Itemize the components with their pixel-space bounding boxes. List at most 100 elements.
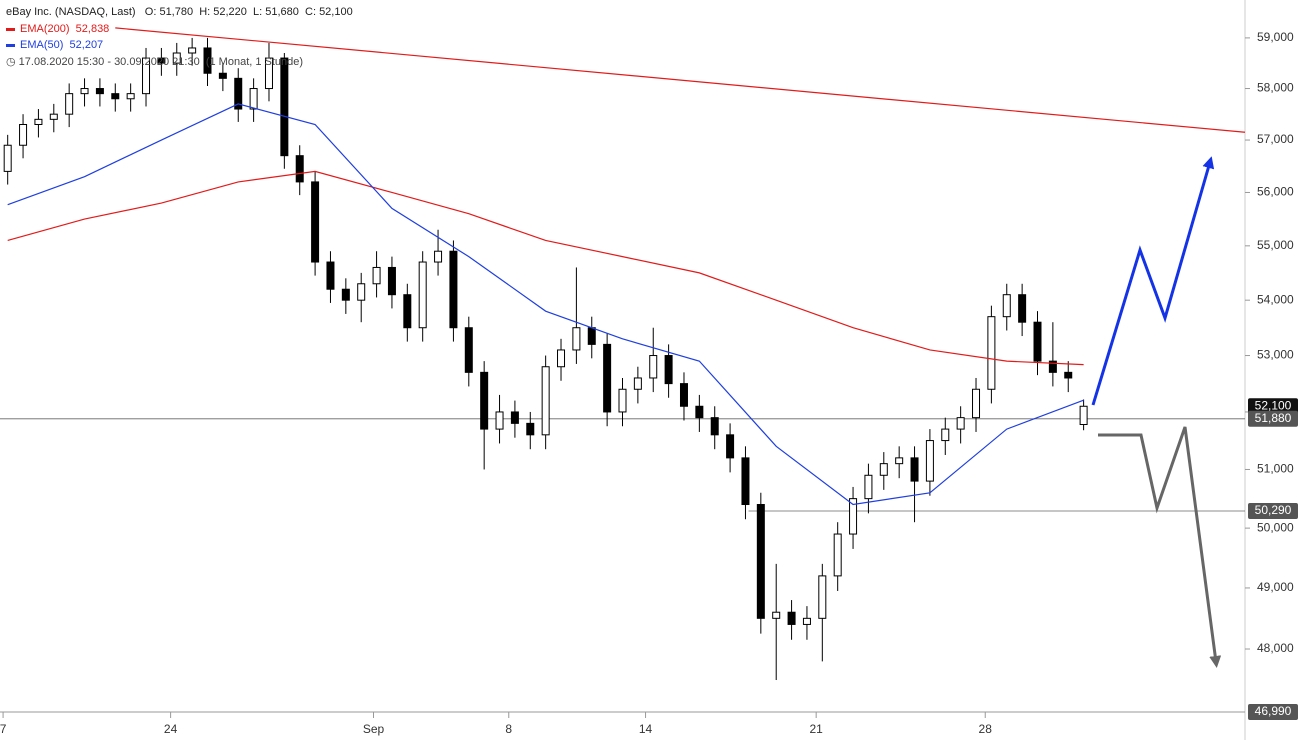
candle-body — [679, 383, 688, 407]
candle-body — [372, 266, 381, 285]
legend-label: EMA(200) — [20, 23, 70, 35]
instrument: eBay Inc. (NASDAQ, Last) — [6, 6, 136, 18]
candle-body — [111, 93, 120, 100]
candle-body — [910, 457, 919, 482]
price-label-box — [1248, 398, 1298, 415]
legend-label: EMA(50) — [20, 39, 64, 51]
price-label: 52,100 — [1255, 398, 1292, 412]
candle-body — [895, 457, 904, 465]
candle-body — [172, 52, 181, 64]
candle-body — [65, 93, 74, 115]
scenario-arrow — [1098, 426, 1222, 668]
candle-body — [280, 57, 289, 157]
x-tick-label: 8 — [505, 722, 512, 736]
x-tick-label: 21 — [809, 722, 823, 736]
candle-body — [741, 457, 750, 506]
candle-body — [633, 377, 642, 390]
candle-body — [249, 88, 258, 110]
candle-body — [418, 261, 427, 329]
ema-line — [7, 103, 1084, 506]
candle-body — [756, 504, 765, 619]
candle-body — [34, 118, 43, 125]
date-range: 17.08.2020 15:30 - 30.09.2020 21:30 — [18, 56, 200, 68]
candle-body — [1002, 294, 1011, 318]
price-label: 46,990 — [1255, 704, 1292, 718]
legend-value: 52,838 — [75, 23, 110, 35]
candle-body — [557, 349, 566, 368]
candle-body — [587, 327, 596, 345]
candle-body — [49, 113, 58, 120]
candle-body — [603, 343, 612, 413]
y-tick-label: 49,000 — [1257, 580, 1294, 594]
candle-body — [295, 155, 304, 183]
interval: (1 Monat, 1 Stunde) — [205, 56, 304, 68]
y-tick-label: 50,000 — [1257, 520, 1294, 534]
x-tick-label: 28 — [979, 722, 993, 736]
candle-body — [126, 93, 135, 100]
candle-body — [541, 366, 550, 436]
candle-body — [772, 611, 781, 619]
y-tick-label: 51,000 — [1257, 462, 1294, 476]
candle-body — [480, 371, 489, 430]
candle-body — [925, 440, 934, 482]
price-label-box — [1248, 502, 1298, 519]
x-tick-label: 14 — [639, 722, 653, 736]
legend-entry: EMA(50) 52,207 — [6, 39, 103, 51]
candle-body — [987, 316, 996, 390]
candle-body — [218, 72, 227, 79]
y-tick-label: 56,000 — [1257, 185, 1294, 199]
trendline — [115, 27, 1246, 133]
y-tick-label: 48,000 — [1257, 641, 1294, 655]
y-tick-label: 59,000 — [1257, 30, 1294, 44]
candle-body — [695, 405, 704, 419]
legend-entry: EMA(200) 52,838 — [6, 23, 109, 35]
candle-body — [510, 411, 519, 424]
header-line: eBay Inc. (NASDAQ, Last) O: 51,780 H: 52… — [6, 6, 353, 18]
candle-body — [403, 294, 412, 329]
price-label: 51,880 — [1255, 411, 1292, 425]
candle-body — [1048, 360, 1057, 373]
ohlc: O: 51,780 H: 52,220 L: 51,680 C: 52,100 — [144, 6, 353, 18]
candle-body — [1079, 405, 1088, 426]
candle-body — [864, 474, 873, 500]
candle-body — [956, 417, 965, 430]
candle-body — [849, 498, 858, 535]
y-tick-label: 57,000 — [1257, 132, 1294, 146]
candle-body — [357, 283, 366, 301]
candle-body — [710, 417, 719, 436]
candle-body — [1018, 294, 1027, 323]
candle-body — [879, 463, 888, 476]
price-label-box — [1248, 704, 1298, 720]
candle-body — [802, 617, 811, 625]
candle-body — [726, 434, 735, 459]
x-tick-label: Sep — [363, 722, 385, 736]
candle-body — [972, 388, 981, 419]
price-label: 50,290 — [1255, 503, 1292, 517]
candle-body — [234, 77, 243, 110]
candle-body — [664, 355, 673, 385]
candle-body — [95, 88, 104, 95]
candle-body — [387, 266, 396, 296]
candle-body — [311, 181, 320, 263]
candle-body — [572, 327, 581, 351]
candle-body — [818, 575, 827, 619]
candle-body — [326, 261, 335, 290]
ema-line — [7, 170, 1084, 366]
x-tick-label: 24 — [164, 722, 178, 736]
y-tick-label: 53,000 — [1257, 348, 1294, 362]
scenario-arrow — [1091, 156, 1215, 406]
candle-body — [526, 422, 535, 436]
candle-body — [80, 88, 89, 95]
candle-body — [495, 411, 504, 430]
period: ◷ 17.08.2020 15:30 - 30.09.2020 21:30 (1… — [6, 56, 304, 68]
x-tick-label: 7 — [0, 722, 7, 736]
y-tick-label: 55,000 — [1257, 238, 1294, 252]
candle-body — [142, 57, 151, 95]
candle-body — [19, 123, 28, 146]
candle-body — [787, 611, 796, 625]
y-tick-label: 54,000 — [1257, 292, 1294, 306]
candle-body — [941, 428, 950, 442]
legend-value: 52,207 — [69, 39, 104, 51]
